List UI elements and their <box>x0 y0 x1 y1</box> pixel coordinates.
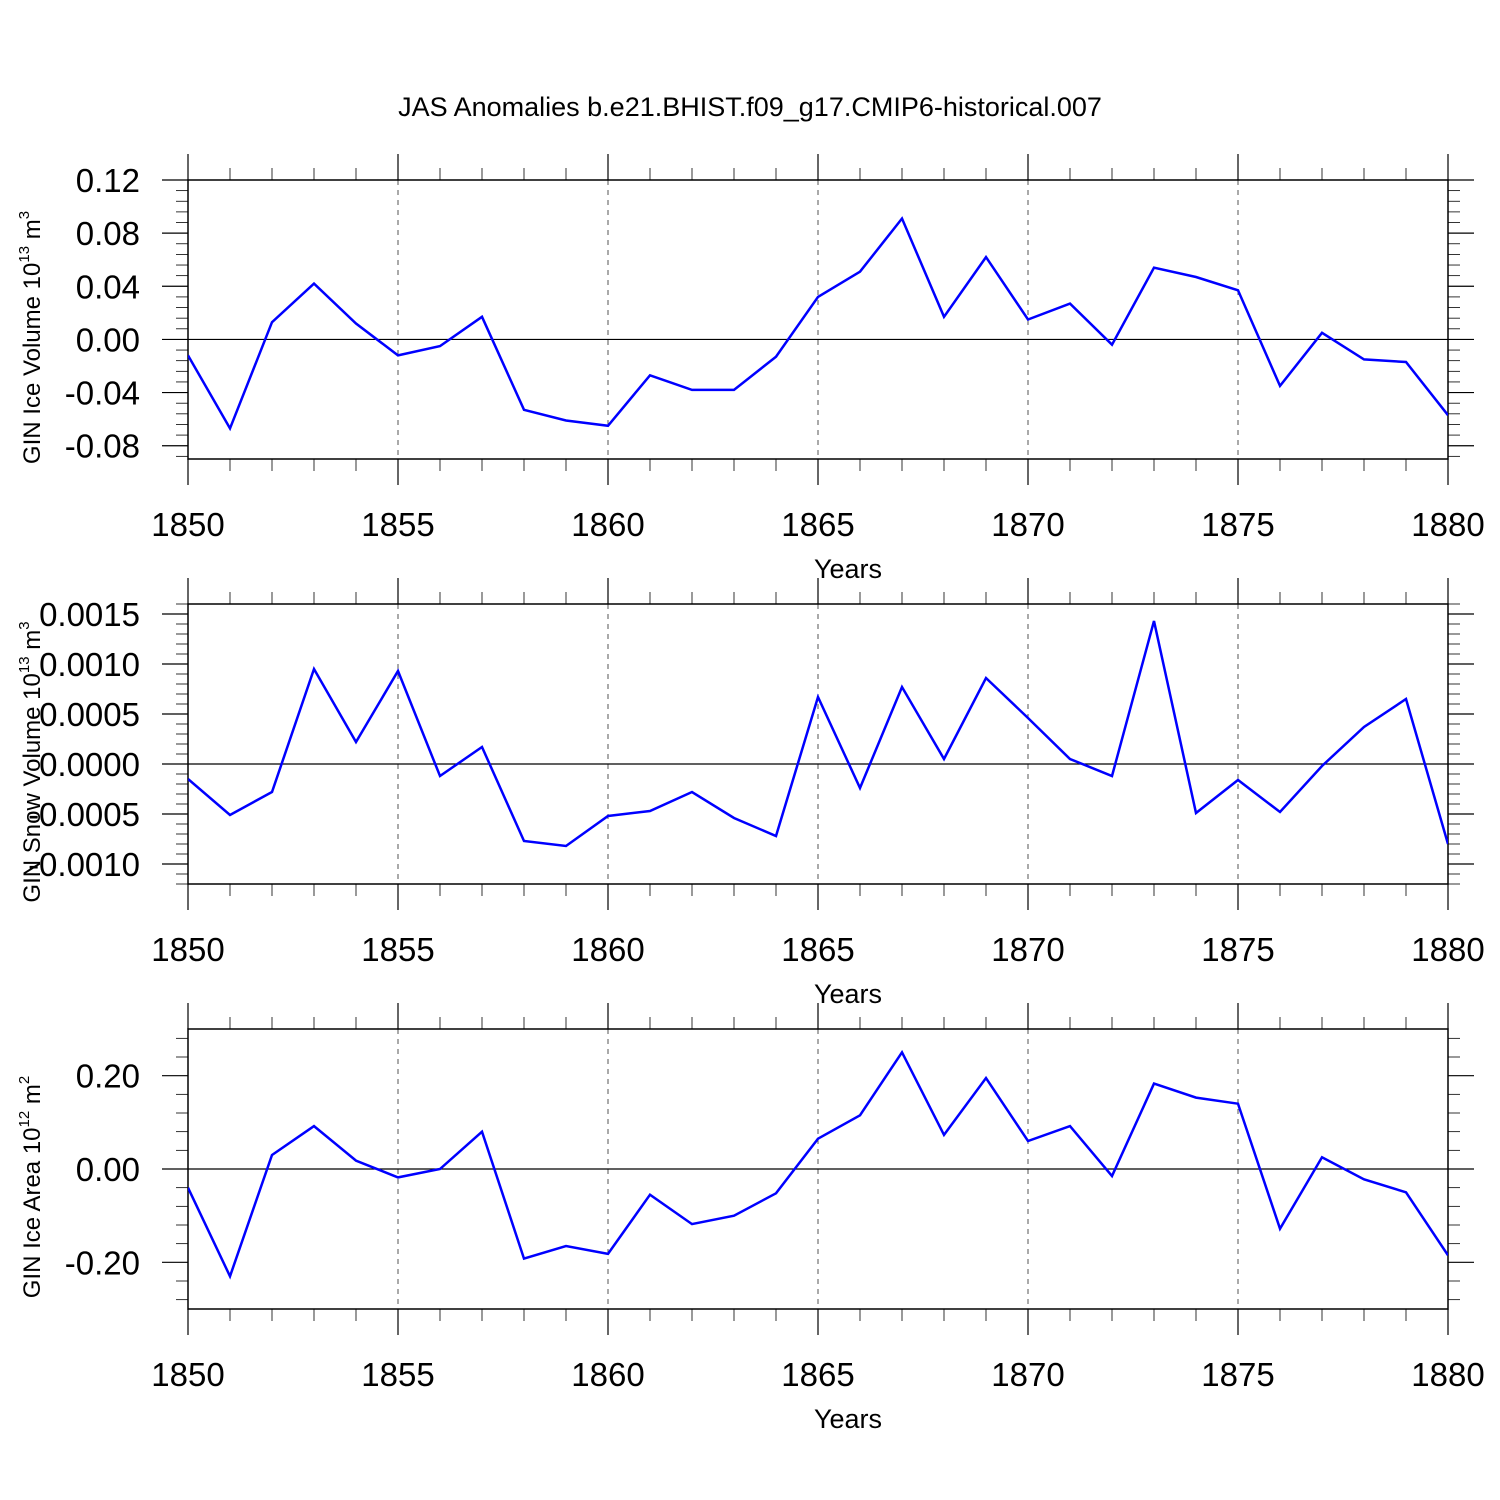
x-tick-label: 1855 <box>361 931 434 968</box>
x-tick-label: 1880 <box>1411 506 1484 543</box>
x-tick-label: 1880 <box>1411 931 1484 968</box>
x-tick-label: 1850 <box>151 931 224 968</box>
y-tick-label: 0.04 <box>76 268 140 305</box>
x-tick-label: 1875 <box>1201 506 1274 543</box>
x-tick-label: 1870 <box>991 506 1064 543</box>
y-tick-label: -0.0005 <box>28 796 140 833</box>
x-tick-label: 1865 <box>781 931 854 968</box>
y-tick-label: 0.00 <box>76 1151 140 1188</box>
y-tick-label: 0.0010 <box>39 646 140 683</box>
x-tick-label: 1855 <box>361 1356 434 1393</box>
panel-2: 1850 1855 1860 1865 1870 1875 1880 Years -0.0010… <box>16 578 1485 1009</box>
y-axis-label: GIN Ice Area 1012 m2 <box>16 1076 46 1298</box>
x-tick-label: 1850 <box>151 506 224 543</box>
x-tick-label: 1850 <box>151 1356 224 1393</box>
x-tick-label: 1855 <box>361 506 434 543</box>
y-tick-label: 0.0000 <box>39 746 140 783</box>
series-line-1 <box>188 1049 1448 1280</box>
x-tick-label: 1865 <box>781 1356 854 1393</box>
y-tick-label: 0.08 <box>76 215 140 252</box>
y-tick-label: 0.00 <box>76 321 140 358</box>
y-tick-label: 0.20 <box>76 1058 140 1095</box>
x-tick-label: 1860 <box>571 506 644 543</box>
series-line-1 <box>188 620 1448 848</box>
panel-1: 1850 1855 1860 1865 1870 1875 1880 Years -0.08 -0… <box>16 154 1485 584</box>
y-tick-label: -0.04 <box>65 375 140 412</box>
chart-title: JAS Anomalies b.e21.BHIST.f09_g17.CMIP6-… <box>398 92 1102 122</box>
y-tick-label: 0.0005 <box>39 696 140 733</box>
x-axis-label: Years <box>814 1404 882 1434</box>
panels: 1850 1855 1860 1865 1870 1875 1880 Years -0.08 -0… <box>16 154 1485 1434</box>
y-tick-label: 0.0015 <box>39 596 140 633</box>
x-tick-label: 1865 <box>781 506 854 543</box>
x-axis-label: Years <box>814 979 882 1009</box>
x-tick-label: 1880 <box>1411 1356 1484 1393</box>
x-tick-label: 1860 <box>571 1356 644 1393</box>
panel-3: 1850 1855 1860 1865 1870 1875 1880 Years -0.20 0.… <box>16 1003 1485 1434</box>
y-tick-label: -0.20 <box>65 1244 140 1281</box>
x-tick-label: 1870 <box>991 1356 1064 1393</box>
y-tick-label: -0.0010 <box>28 846 140 883</box>
y-axis-label: GIN Ice Volume 1013 m3 <box>16 211 46 464</box>
x-tick-label: 1870 <box>991 931 1064 968</box>
x-axis-label: Years <box>814 554 882 584</box>
y-tick-label: 0.12 <box>76 162 140 199</box>
y-tick-label: -0.08 <box>65 428 140 465</box>
y-axis-label: GIN Snow Volume 1013 m3 <box>16 621 46 902</box>
series-line-1 <box>188 216 1448 432</box>
x-tick-label: 1860 <box>571 931 644 968</box>
x-tick-label: 1875 <box>1201 1356 1274 1393</box>
x-tick-label: 1875 <box>1201 931 1274 968</box>
